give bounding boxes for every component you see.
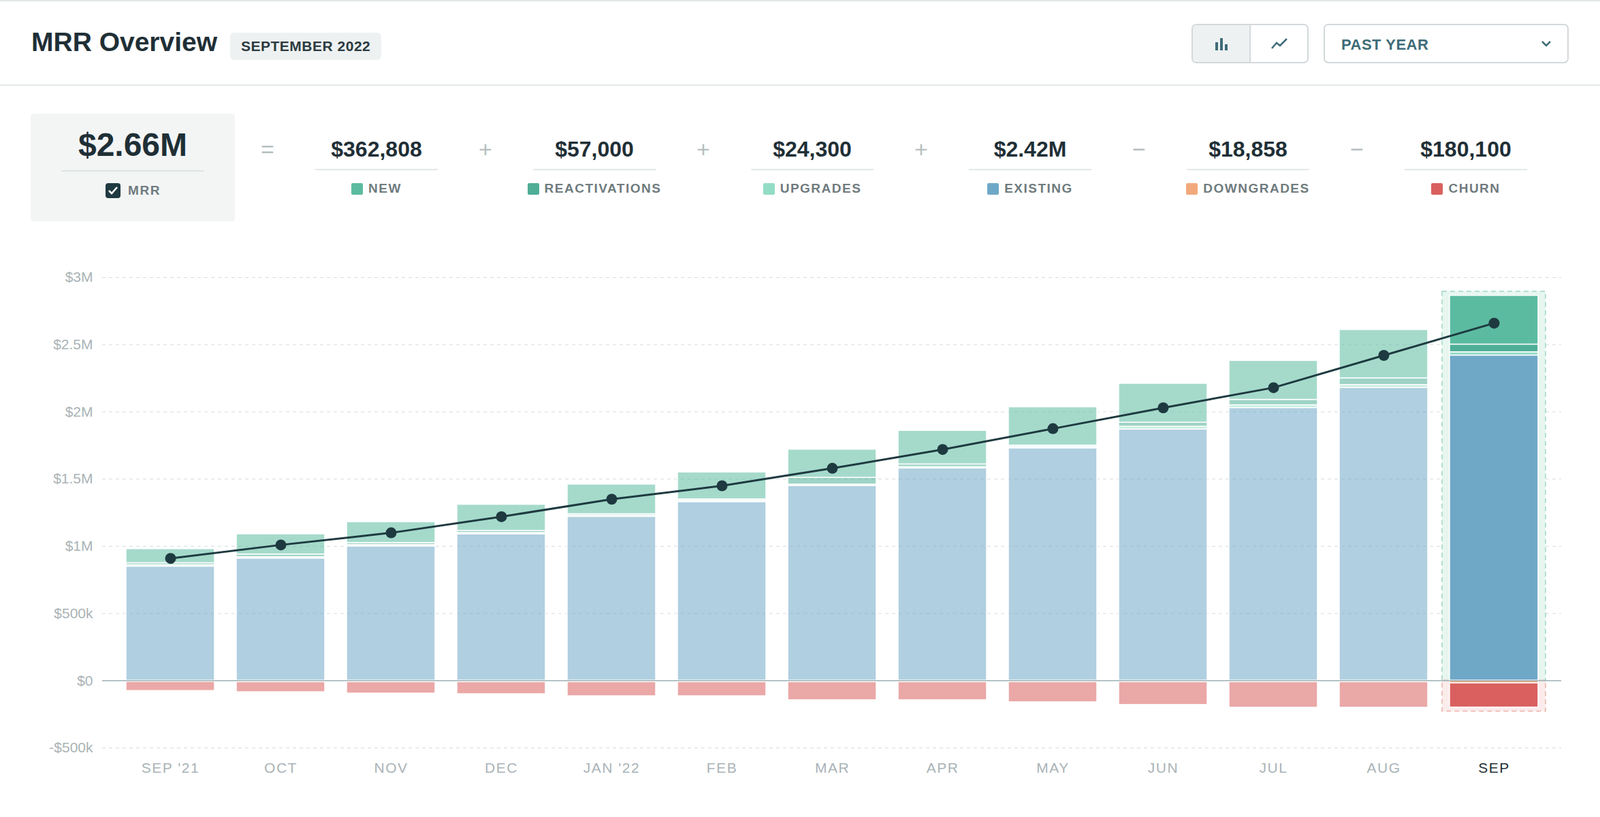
- svg-text:APR: APR: [926, 759, 960, 776]
- html-text:CHURN: CHURN: [1448, 181, 1501, 196]
- svg-text:DEC: DEC: [484, 759, 519, 776]
- html-text:EXISTING: EXISTING: [1004, 181, 1073, 196]
- svg-text:NOV: NOV: [373, 759, 408, 776]
- html-text:UPGRADES: UPGRADES: [780, 181, 862, 196]
- svg-text:$2.5M: $2.5M: [53, 336, 93, 352]
- html-text:$18,858: $18,858: [1208, 136, 1288, 162]
- html-text:$2.42M: $2.42M: [993, 136, 1067, 162]
- svg-text:SEP '21: SEP '21: [141, 759, 200, 776]
- svg-text:$1.5M: $1.5M: [53, 470, 93, 487]
- html-text:$180,100: $180,100: [1420, 136, 1512, 162]
- html-text:NEW: NEW: [368, 181, 402, 196]
- svg-text:JAN '22: JAN '22: [583, 759, 640, 776]
- html-text:$24,300: $24,300: [772, 136, 852, 162]
- html-text:MRR: MRR: [128, 183, 161, 198]
- svg-text:JUN: JUN: [1147, 759, 1179, 776]
- svg-text:MAY: MAY: [1036, 759, 1069, 776]
- html-text:REACTIVATIONS: REACTIVATIONS: [544, 181, 662, 196]
- svg-text:JUL: JUL: [1259, 759, 1289, 776]
- svg-text:AUG: AUG: [1366, 759, 1401, 776]
- svg-text:$3M: $3M: [65, 268, 94, 285]
- svg-text:MAR: MAR: [814, 759, 850, 776]
- svg-text:$0: $0: [76, 672, 93, 689]
- html-text:DOWNGRADES: DOWNGRADES: [1203, 181, 1310, 196]
- svg-text:$1M: $1M: [65, 537, 94, 554]
- html-text:$362,808: $362,808: [331, 136, 422, 162]
- html-text:MRR Overview: MRR Overview: [31, 27, 218, 57]
- html-text:$57,000: $57,000: [555, 136, 634, 162]
- svg-text:$2M: $2M: [65, 403, 94, 420]
- svg-text:SEP: SEP: [1478, 759, 1511, 776]
- svg-text:-$500k: -$500k: [49, 739, 94, 756]
- svg-text:FEB: FEB: [706, 759, 738, 776]
- html-text:PAST YEAR: PAST YEAR: [1341, 36, 1429, 54]
- svg-text:OCT: OCT: [264, 759, 298, 776]
- html-text:SEPTEMBER 2022: SEPTEMBER 2022: [241, 38, 371, 54]
- html-text:$2.66M: $2.66M: [78, 126, 188, 163]
- svg-text:$500k: $500k: [53, 605, 94, 621]
